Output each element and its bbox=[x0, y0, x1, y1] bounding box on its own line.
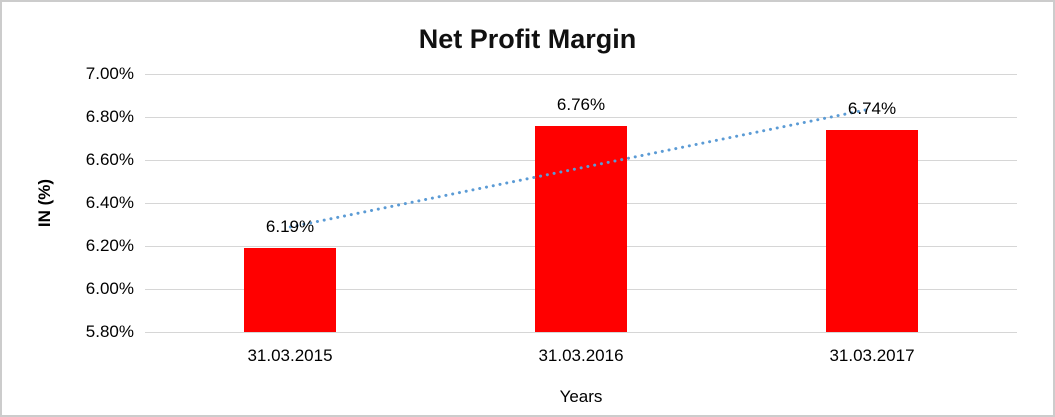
data-label: 6.19% bbox=[265, 217, 315, 236]
y-axis-tick-label: 6.60% bbox=[85, 150, 134, 169]
bar bbox=[535, 126, 627, 332]
trendline bbox=[288, 107, 874, 229]
x-axis-tick-label: 31.03.2017 bbox=[829, 346, 915, 365]
x-axis-title: Years bbox=[559, 387, 603, 406]
data-label: 6.74% bbox=[847, 99, 897, 118]
gridline bbox=[145, 117, 1017, 118]
y-axis-tick-label: 7.00% bbox=[85, 64, 134, 83]
y-axis-tick-label: 6.40% bbox=[85, 193, 134, 212]
y-axis-tick-label: 5.80% bbox=[85, 322, 134, 341]
gridline bbox=[145, 332, 1017, 333]
x-axis-tick-label: 31.03.2015 bbox=[247, 346, 333, 365]
y-axis-tick-label: 6.20% bbox=[85, 236, 134, 255]
bar bbox=[826, 130, 918, 332]
bar bbox=[244, 248, 336, 332]
y-axis-tick-label: 6.80% bbox=[85, 107, 134, 126]
y-axis-tick-label: 6.00% bbox=[85, 279, 134, 298]
x-axis-tick-label: 31.03.2016 bbox=[538, 346, 624, 365]
chart-title: Net Profit Margin bbox=[418, 24, 637, 54]
gridline bbox=[145, 74, 1017, 75]
plot-area bbox=[145, 74, 1017, 333]
data-label: 6.76% bbox=[556, 95, 606, 114]
